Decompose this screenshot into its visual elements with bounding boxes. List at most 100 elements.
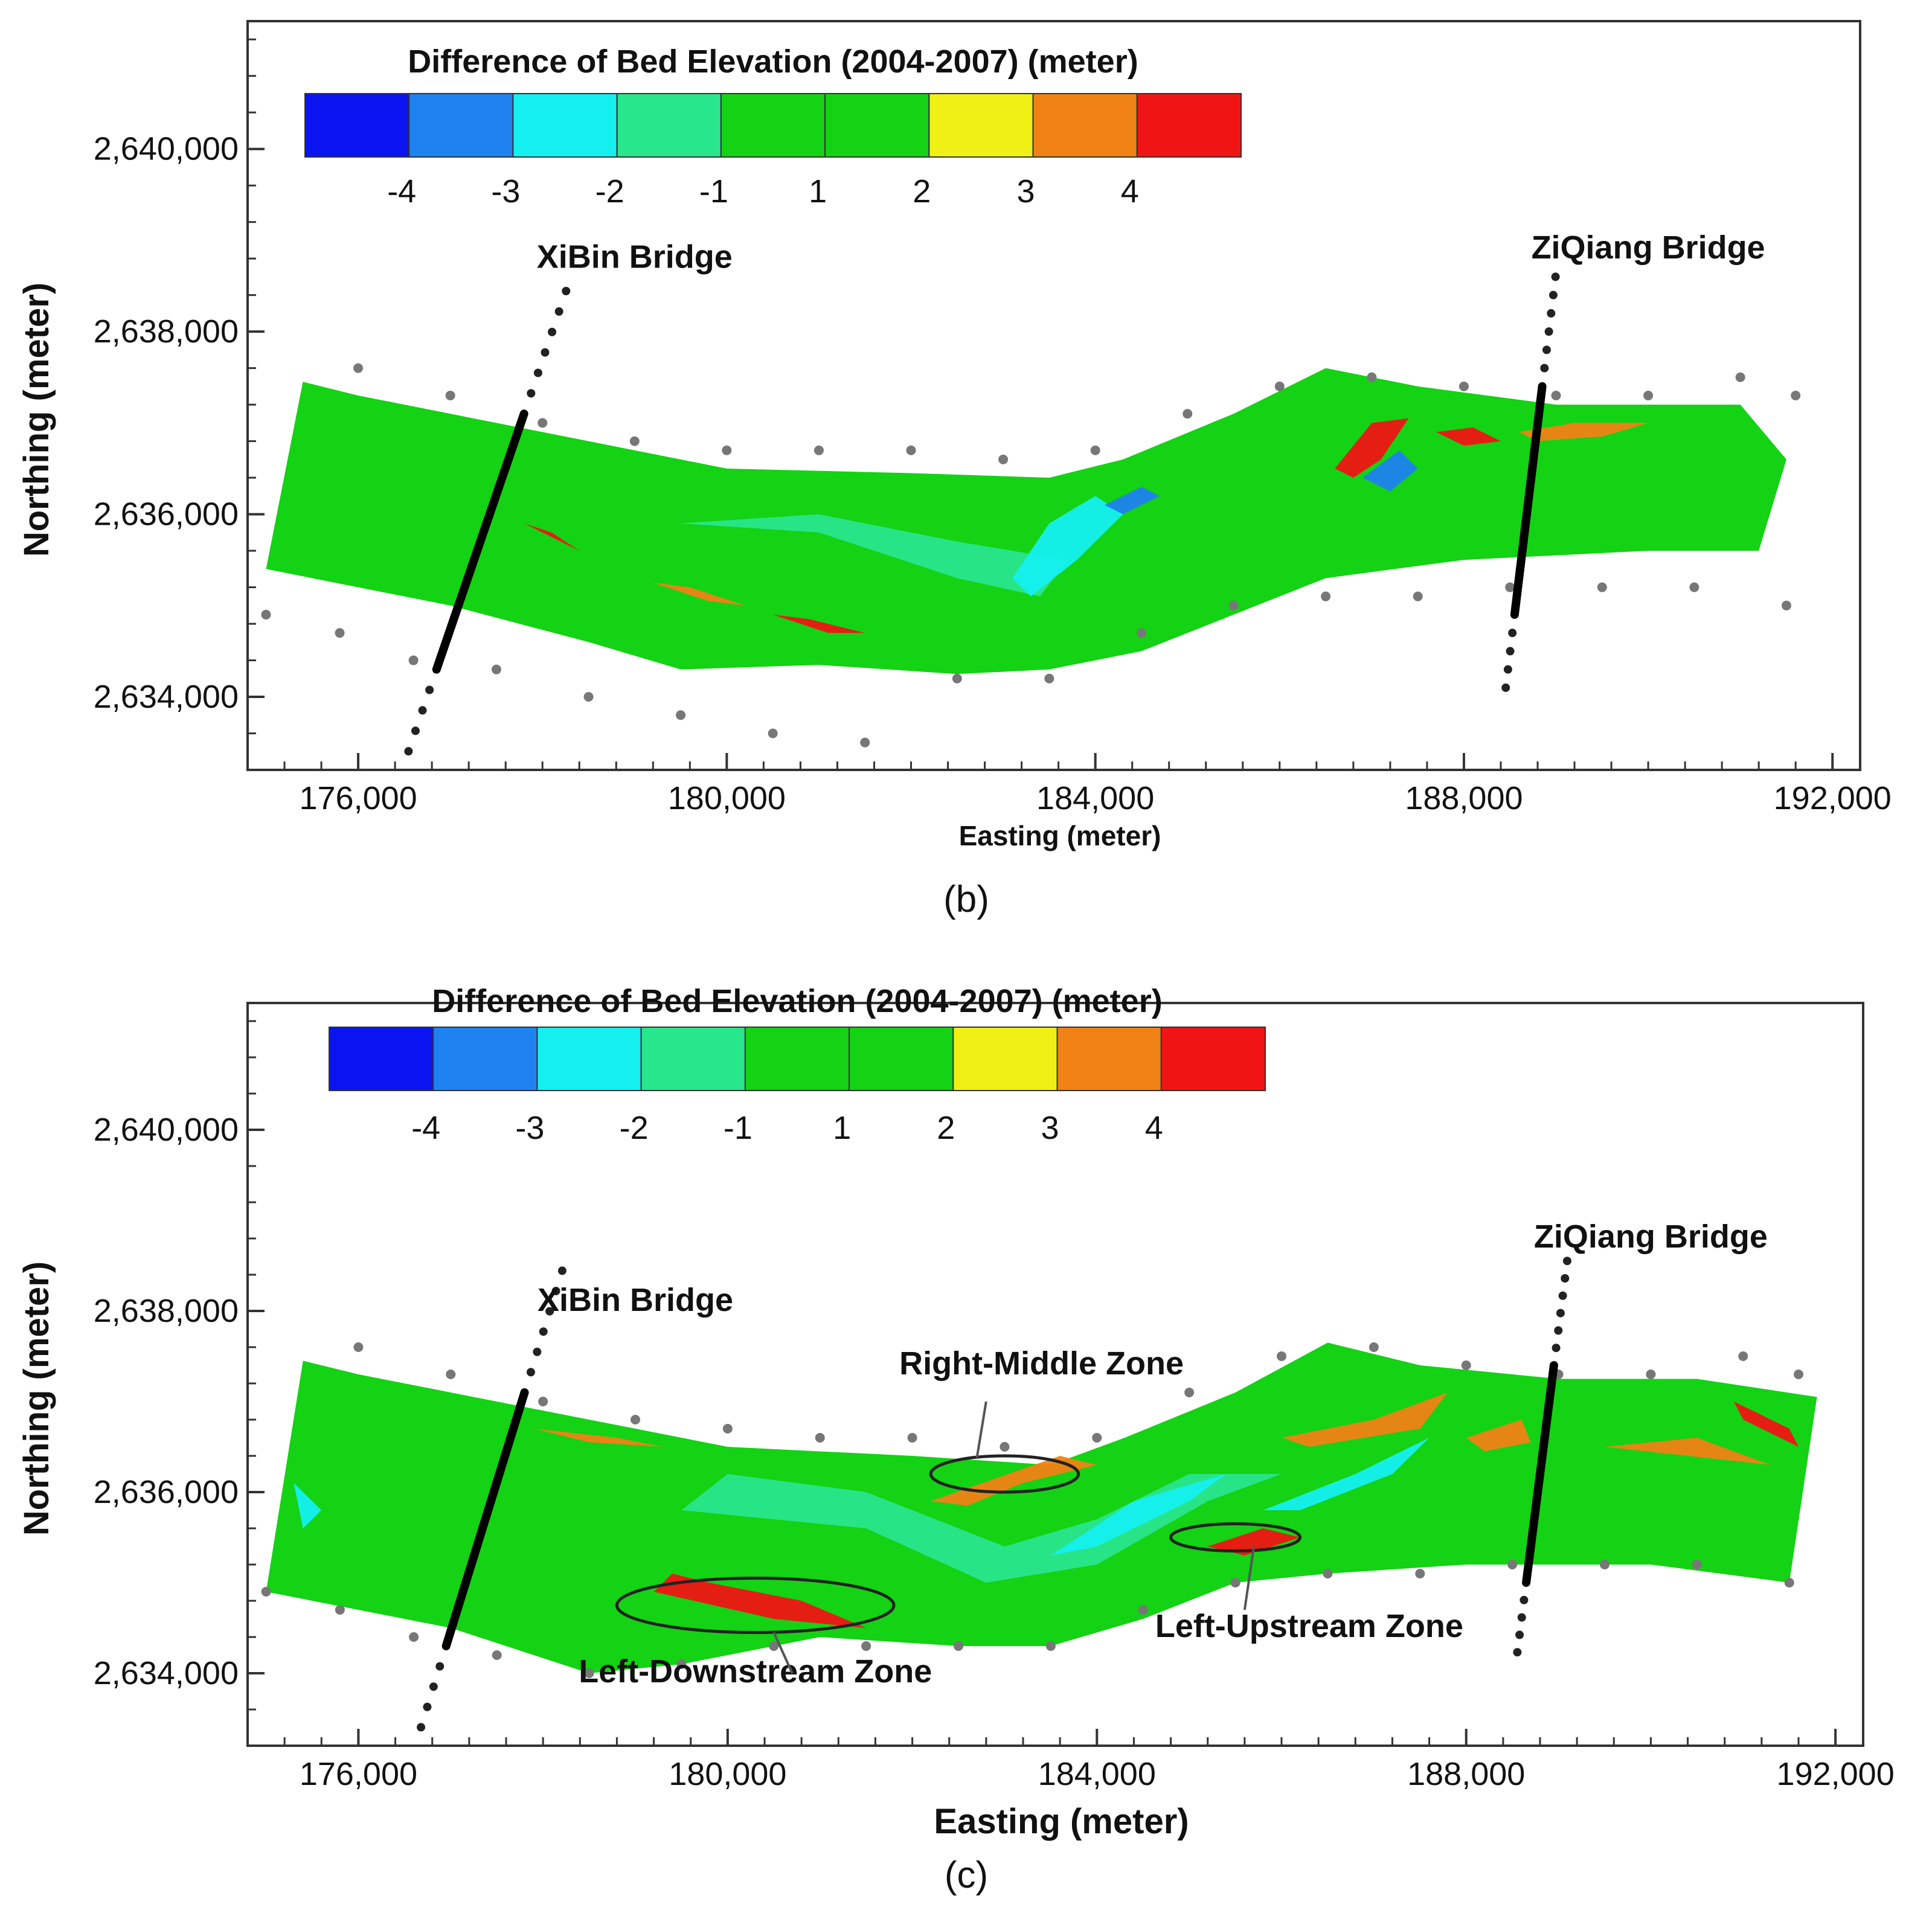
elevation-zone [1519, 423, 1649, 441]
legend-tick-label: 2 [913, 173, 931, 210]
bridge-extension-dot [527, 389, 536, 398]
y-tick-label: 2,634,000 [94, 1655, 239, 1691]
x-tick-label: 188,000 [1405, 780, 1523, 816]
x-tick-label: 180,000 [669, 1756, 786, 1792]
boundary-dot [1369, 1342, 1379, 1352]
legend-swatch [928, 93, 1034, 158]
legend-tick-label: -4 [411, 1110, 440, 1146]
bridge-extension-dot [533, 1347, 542, 1356]
legend-tick-label: 4 [1121, 173, 1139, 210]
elevation-zone [524, 523, 580, 551]
boundary-dot [1323, 1569, 1333, 1578]
y-tick-label: 2,640,000 [94, 131, 239, 167]
bridge-extension-dot [418, 706, 427, 715]
bridge-extension-dot [417, 1723, 426, 1732]
ziqiang-bridge-line [1522, 1361, 1558, 1587]
boundary-dot [815, 1433, 825, 1443]
boundary-dot [492, 1650, 502, 1660]
boundary-dot [1228, 600, 1239, 610]
zone-ellipse [615, 1577, 896, 1634]
legend-tick-label: 3 [1041, 1110, 1059, 1146]
legend-swatch [616, 93, 722, 158]
bridge-extension-dot [1542, 345, 1551, 354]
elevation-zone [653, 1574, 867, 1628]
boundary-dot [1689, 582, 1699, 592]
boundary-dot [583, 692, 594, 702]
boundary-dot [1791, 391, 1801, 400]
boundary-dot [1184, 1388, 1195, 1397]
legend-swatch [824, 93, 930, 158]
elevation-zone [931, 1456, 1097, 1506]
legend-swatch [640, 1027, 746, 1091]
y-tick-label: 2,640,000 [94, 1112, 239, 1148]
river-area [266, 1342, 1817, 1673]
annotation-label: ZiQiang Bridge [1534, 1219, 1768, 1255]
boundary-dot [1461, 1360, 1471, 1370]
xibin-bridge-line [432, 409, 528, 674]
boundary-dot [1551, 391, 1561, 400]
bridge-extension-dot [1562, 1257, 1571, 1266]
legend-tick-label: 4 [1145, 1110, 1163, 1146]
bridge-extension-dot [554, 307, 563, 316]
bridge-extension-dot [1556, 1309, 1565, 1318]
bridge-extension-dot [548, 327, 557, 336]
bridge-extension-dot [1544, 327, 1553, 336]
boundary-dot [769, 1641, 779, 1651]
boundary-dot [353, 363, 364, 373]
elevation-zone [1104, 487, 1160, 514]
legend-swatch [329, 1027, 434, 1091]
bridge-extension-dot [429, 1682, 438, 1691]
zone-arrow [772, 1632, 794, 1674]
boundary-dot [861, 1641, 871, 1651]
boundary-dot [409, 1632, 419, 1642]
legend-swatch [536, 1027, 642, 1091]
bridge-extension-dot [1540, 364, 1549, 373]
boundary-dot [860, 737, 870, 748]
y-tick-label: 2,636,000 [94, 1474, 239, 1510]
boundary-dot [1784, 1578, 1794, 1588]
y-axis-label: Northing (meter) [17, 1261, 56, 1536]
legend-swatch [849, 1027, 954, 1091]
elevation-zone [1605, 1438, 1771, 1465]
zone-arrow [1243, 1546, 1256, 1610]
boundary-dot [1230, 1578, 1240, 1588]
legend-tick-label: -2 [595, 173, 624, 210]
boundary-dot [1794, 1370, 1803, 1379]
boundary-dot [1600, 1560, 1609, 1569]
bridge-extension-dot [1548, 290, 1558, 300]
legend-tick-label: -2 [620, 1110, 649, 1146]
x-tick-label: 176,000 [300, 1756, 417, 1792]
boundary-dot [1507, 1560, 1518, 1569]
boundary-dot [722, 445, 732, 455]
x-tick-label: 192,000 [1774, 780, 1892, 816]
boundary-dot [353, 1342, 364, 1352]
boundary-dot [998, 454, 1009, 464]
legend-swatch [408, 93, 514, 158]
zone-arrow [975, 1401, 987, 1458]
legend-tick-label: 1 [833, 1110, 851, 1146]
boundary-dot [1045, 1641, 1056, 1651]
boundary-dot [952, 673, 962, 684]
boundary-dot [584, 1668, 594, 1678]
bridge-extension-dot [1551, 272, 1560, 281]
elevation-zone [772, 614, 865, 633]
bridge-extension-dot [526, 1368, 535, 1377]
elevation-zone [1362, 450, 1418, 492]
legend-swatch [512, 93, 618, 158]
chart-panel-b: Difference of Bed Elevation (2004-2007) … [17, 20, 1892, 920]
legend-tick-label: -3 [491, 173, 520, 210]
boundary-dot [1646, 1370, 1656, 1379]
river-area [266, 368, 1786, 674]
legend-swatch [304, 93, 410, 158]
boundary-dot [1044, 673, 1054, 684]
boundary-dot [335, 628, 345, 638]
boundary-dot [768, 728, 778, 739]
boundary-dot [629, 436, 640, 446]
boundary-dot [722, 1424, 733, 1434]
legend-swatch [744, 1027, 850, 1091]
bridge-extension-dot [411, 726, 420, 735]
legend-tick-label: 3 [1017, 173, 1035, 210]
elevation-zone [1335, 418, 1409, 478]
boundary-dot [1597, 582, 1607, 592]
bridge-extension-dot [557, 1266, 566, 1275]
